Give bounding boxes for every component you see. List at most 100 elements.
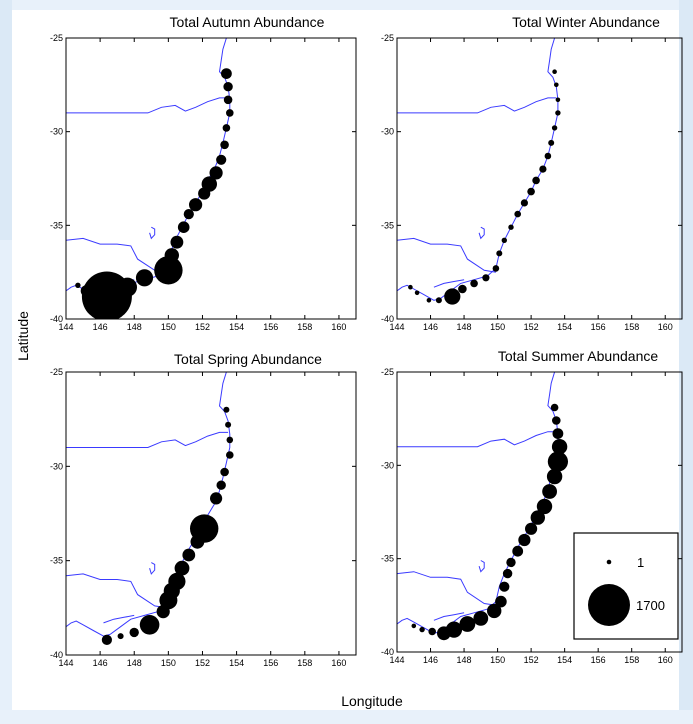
abundance-bubble bbox=[198, 187, 211, 200]
abundance-bubble bbox=[539, 165, 547, 173]
act-border bbox=[478, 560, 485, 573]
x-tick-label: 144 bbox=[389, 322, 404, 332]
coastline bbox=[397, 372, 559, 634]
state-border-vic-nsw bbox=[66, 573, 167, 609]
x-tick-label: 146 bbox=[93, 658, 108, 668]
abundance-bubble bbox=[470, 279, 478, 288]
abundance-bubble bbox=[182, 548, 196, 562]
x-tick-label: 156 bbox=[591, 322, 606, 332]
abundance-bubble bbox=[159, 591, 178, 610]
abundance-bubble bbox=[223, 95, 233, 105]
y-tick-label: -30 bbox=[50, 127, 63, 137]
abundance-bubble bbox=[183, 209, 194, 220]
x-tick-label: 150 bbox=[490, 655, 505, 665]
act-border bbox=[149, 562, 156, 575]
abundance-bubble bbox=[414, 290, 420, 296]
abundance-bubble bbox=[156, 605, 170, 619]
x-tick-label: 152 bbox=[524, 322, 539, 332]
abundance-bubble bbox=[220, 467, 229, 477]
abundance-bubble bbox=[444, 288, 461, 305]
abundance-bubble bbox=[492, 265, 500, 272]
x-tick-label: 154 bbox=[229, 658, 244, 668]
x-tick-label: 152 bbox=[195, 658, 210, 668]
abundance-bubble bbox=[223, 82, 233, 92]
abundance-bubble bbox=[514, 210, 521, 218]
state-border-qld-nsw bbox=[397, 431, 557, 448]
abundance-bubble bbox=[458, 284, 467, 294]
y-axis-label: Latitude bbox=[15, 311, 31, 361]
abundance-bubble bbox=[544, 152, 552, 160]
abundance-bubble bbox=[506, 557, 516, 568]
abundance-bubble bbox=[551, 439, 568, 455]
abundance-bubble bbox=[170, 235, 184, 249]
legend-label-small: 1 bbox=[637, 555, 644, 570]
abundance-bubble bbox=[552, 416, 561, 425]
abundance-bubble bbox=[518, 533, 531, 547]
x-tick-label: 156 bbox=[263, 322, 278, 332]
act-border bbox=[478, 226, 485, 240]
state-border-qld-nsw bbox=[397, 97, 557, 114]
panel-title: Total Autumn Abundance bbox=[170, 14, 325, 30]
panel-frame bbox=[65, 371, 357, 656]
abundance-bubble bbox=[482, 274, 490, 282]
abundance-bubble bbox=[135, 269, 154, 287]
y-tick-label: -35 bbox=[381, 554, 394, 564]
abundance-bubble bbox=[496, 250, 503, 257]
abundance-bubble bbox=[428, 627, 437, 636]
panel-map-area bbox=[397, 372, 569, 641]
map-panel: Total Winter Abundance 144 146 148 150 152 154… bbox=[381, 14, 683, 332]
x-tick-label: 154 bbox=[557, 655, 572, 665]
coastal-lake bbox=[433, 279, 465, 288]
abundance-bubble bbox=[551, 125, 558, 131]
abundance-bubble bbox=[220, 140, 229, 150]
abundance-bubble bbox=[189, 198, 203, 212]
abundance-bubble bbox=[80, 285, 93, 297]
abundance-bubble bbox=[408, 284, 413, 290]
state-border-qld-nsw bbox=[66, 431, 229, 448]
abundance-bubble bbox=[495, 595, 507, 608]
x-tick-label: 146 bbox=[423, 322, 438, 332]
legend-large-bubble bbox=[588, 584, 630, 626]
abundance-bubble bbox=[216, 154, 227, 165]
x-tick-label: 148 bbox=[457, 655, 472, 665]
abundance-bubble bbox=[174, 560, 190, 576]
abundance-bubble bbox=[222, 124, 231, 132]
abundance-bubble bbox=[555, 97, 561, 103]
abundance-bubble bbox=[532, 176, 540, 185]
y-tick-label: -40 bbox=[50, 314, 63, 324]
x-tick-label: 154 bbox=[229, 322, 244, 332]
abundance-bubble bbox=[129, 627, 139, 638]
x-tick-label: 160 bbox=[331, 658, 346, 668]
x-tick-label: 156 bbox=[263, 658, 278, 668]
y-tick-label: -30 bbox=[50, 461, 63, 471]
x-tick-label: 150 bbox=[490, 322, 505, 332]
y-tick-label: -25 bbox=[50, 367, 63, 377]
x-tick-label: 160 bbox=[658, 322, 673, 332]
abundance-bubble bbox=[101, 634, 112, 646]
legend-label-large: 1700 bbox=[636, 598, 665, 613]
coastline bbox=[66, 372, 231, 637]
abundance-bubble bbox=[117, 633, 124, 640]
legend-box bbox=[573, 532, 679, 640]
x-tick-label: 144 bbox=[58, 322, 73, 332]
abundance-bubble bbox=[154, 256, 183, 285]
panel-map-area bbox=[66, 372, 234, 646]
abundance-bubble bbox=[527, 187, 535, 196]
y-tick-label: -25 bbox=[381, 33, 394, 43]
map-panels: Total Autumn Abundance 144 146 148 150 152 154… bbox=[50, 14, 683, 668]
panel-frame bbox=[396, 371, 683, 653]
abundance-bubble bbox=[520, 199, 529, 207]
x-tick-label: 158 bbox=[624, 655, 639, 665]
panel-title: Total Winter Abundance bbox=[512, 14, 660, 30]
background-strip-top bbox=[0, 0, 693, 10]
y-tick-label: -40 bbox=[50, 650, 63, 660]
abundance-bubble bbox=[216, 480, 226, 490]
x-tick-label: 158 bbox=[297, 322, 312, 332]
x-tick-label: 146 bbox=[93, 322, 108, 332]
abundance-bubble bbox=[459, 616, 476, 632]
abundance-bubble bbox=[81, 271, 132, 319]
abundance-bubble bbox=[411, 623, 417, 629]
x-tick-label: 146 bbox=[423, 655, 438, 665]
x-tick-label: 148 bbox=[457, 322, 472, 332]
map-panel: Total Spring Abundance 144 146 148 150 152 154… bbox=[50, 351, 357, 668]
